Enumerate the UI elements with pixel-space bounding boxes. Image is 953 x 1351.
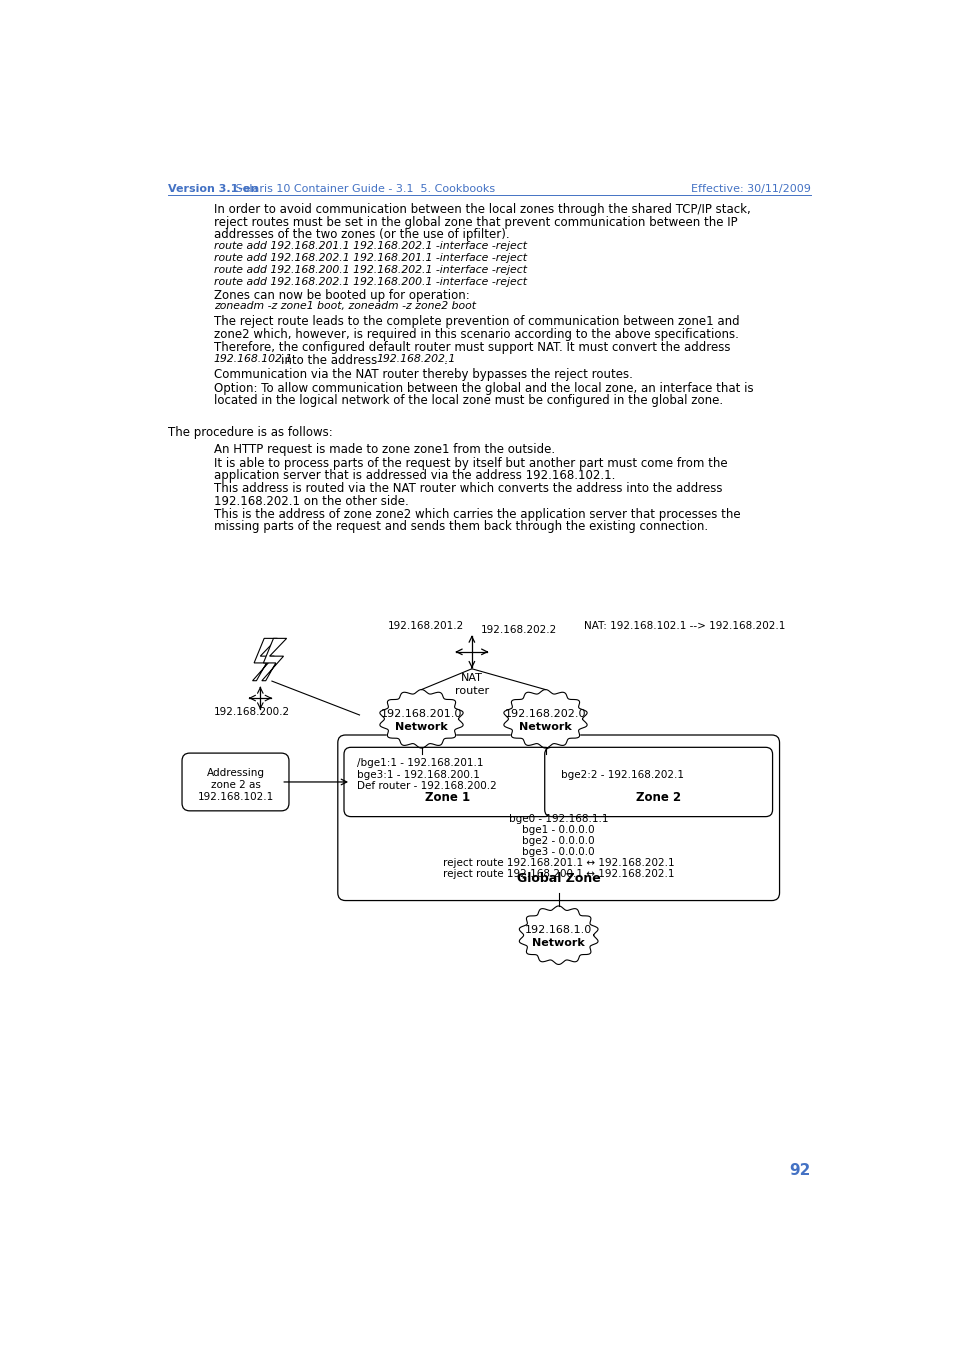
Text: addresses of the two zones (or the use of ipfilter).: addresses of the two zones (or the use o… [213, 228, 509, 242]
Text: located in the logical network of the local zone must be configured in the globa: located in the logical network of the lo… [213, 394, 722, 407]
Text: route add 192.168.200.1 192.168.202.1 -interface -reject: route add 192.168.200.1 192.168.202.1 -i… [213, 265, 526, 274]
Text: bge2:2 - 192.168.202.1: bge2:2 - 192.168.202.1 [560, 770, 683, 780]
Text: Addressing: Addressing [206, 769, 264, 778]
Text: /bge1:1 - 192.168.201.1: /bge1:1 - 192.168.201.1 [356, 758, 483, 769]
Text: bge3:1 - 192.168.200.1: bge3:1 - 192.168.200.1 [356, 770, 479, 780]
Text: reject routes must be set in the global zone that prevent communication between : reject routes must be set in the global … [213, 216, 737, 228]
Text: NAT: 192.168.102.1 --> 192.168.202.1: NAT: 192.168.102.1 --> 192.168.202.1 [583, 621, 785, 631]
Text: zone2 which, however, is required in this scenario according to the above specif: zone2 which, however, is required in thi… [213, 328, 738, 342]
Text: 192.168.202.2: 192.168.202.2 [480, 626, 557, 635]
Polygon shape [503, 689, 586, 748]
Text: An HTTP request is made to zone zone1 from the outside.: An HTTP request is made to zone zone1 fr… [213, 443, 555, 455]
Text: It is able to process parts of the request by itself but another part must come : It is able to process parts of the reque… [213, 457, 726, 470]
Polygon shape [518, 907, 598, 965]
Text: into the address: into the address [281, 354, 377, 366]
Polygon shape [253, 639, 277, 681]
Text: Therefore, the configured default router must support NAT. It must convert the a: Therefore, the configured default router… [213, 340, 730, 354]
Text: 192.168.102.1: 192.168.102.1 [197, 792, 274, 801]
Text: 192.168.201.0: 192.168.201.0 [380, 708, 461, 719]
Text: reject route 192.168.200.1 ↔ 192.168.202.1: reject route 192.168.200.1 ↔ 192.168.202… [442, 869, 674, 880]
Text: route add 192.168.202.1 192.168.201.1 -interface -reject: route add 192.168.202.1 192.168.201.1 -i… [213, 253, 526, 263]
Text: .: . [443, 354, 447, 366]
Text: The reject route leads to the complete prevention of communication between zone1: The reject route leads to the complete p… [213, 316, 739, 328]
Text: Network: Network [518, 721, 571, 732]
FancyBboxPatch shape [544, 747, 772, 816]
Text: 192.168.202.1 on the other side.: 192.168.202.1 on the other side. [213, 494, 408, 508]
Text: 192.168.200.2: 192.168.200.2 [213, 708, 290, 717]
Text: Solaris 10 Container Guide - 3.1  5. Cookbooks: Solaris 10 Container Guide - 3.1 5. Cook… [232, 185, 495, 195]
Text: Option: To allow communication between the global and the local zone, an interfa: Option: To allow communication between t… [213, 381, 753, 394]
Text: missing parts of the request and sends them back through the existing connection: missing parts of the request and sends t… [213, 520, 707, 534]
Text: Def router - 192.168.200.2: Def router - 192.168.200.2 [356, 781, 497, 792]
Text: application server that is addressed via the address 192.168.102.1.: application server that is addressed via… [213, 469, 615, 482]
Text: This address is routed via the NAT router which converts the address into the ad: This address is routed via the NAT route… [213, 482, 721, 494]
Text: NAT: NAT [460, 673, 482, 684]
Text: The procedure is as follows:: The procedure is as follows: [168, 426, 333, 439]
Text: Network: Network [395, 721, 447, 732]
Text: router: router [455, 686, 489, 696]
Text: bge3 - 0.0.0.0: bge3 - 0.0.0.0 [522, 847, 595, 857]
Text: Zone 2: Zone 2 [636, 790, 680, 804]
Text: Effective: 30/11/2009: Effective: 30/11/2009 [690, 185, 810, 195]
FancyBboxPatch shape [337, 735, 779, 901]
Text: This is the address of zone zone2 which carries the application server that proc: This is the address of zone zone2 which … [213, 508, 740, 520]
Text: route add 192.168.202.1 192.168.200.1 -interface -reject: route add 192.168.202.1 192.168.200.1 -i… [213, 277, 526, 286]
FancyBboxPatch shape [344, 747, 551, 816]
Polygon shape [261, 639, 286, 681]
Text: route add 192.168.201.1 192.168.202.1 -interface -reject: route add 192.168.201.1 192.168.202.1 -i… [213, 240, 526, 251]
Text: bge0 - 192.168.1.1: bge0 - 192.168.1.1 [508, 813, 608, 824]
Text: 92: 92 [788, 1163, 810, 1178]
FancyBboxPatch shape [182, 753, 289, 811]
Text: 192.168.202.0: 192.168.202.0 [504, 708, 586, 719]
Text: Global Zone: Global Zone [517, 873, 600, 885]
Polygon shape [379, 689, 462, 748]
Text: 192.168.1.0: 192.168.1.0 [524, 925, 592, 935]
Text: zoneadm -z zone1 boot, zoneadm -z zone2 boot: zoneadm -z zone1 boot, zoneadm -z zone2 … [213, 301, 476, 312]
Text: bge2 - 0.0.0.0: bge2 - 0.0.0.0 [522, 836, 595, 846]
Text: Zone 1: Zone 1 [425, 790, 470, 804]
Text: 192.168.201.2: 192.168.201.2 [388, 621, 464, 631]
Text: 192.168.102.1: 192.168.102.1 [213, 354, 293, 363]
Text: reject route 192.168.201.1 ↔ 192.168.202.1: reject route 192.168.201.1 ↔ 192.168.202… [442, 858, 674, 869]
Text: Network: Network [532, 939, 584, 948]
Text: Communication via the NAT router thereby bypasses the reject routes.: Communication via the NAT router thereby… [213, 367, 632, 381]
Text: Zones can now be booted up for operation:: Zones can now be booted up for operation… [213, 289, 469, 301]
Text: zone 2 as: zone 2 as [211, 780, 260, 790]
Text: Version 3.1-en: Version 3.1-en [168, 185, 258, 195]
Text: bge1 - 0.0.0.0: bge1 - 0.0.0.0 [522, 824, 595, 835]
Text: In order to avoid communication between the local zones through the shared TCP/I: In order to avoid communication between … [213, 203, 750, 216]
Text: 192.168.202.1: 192.168.202.1 [376, 354, 456, 363]
